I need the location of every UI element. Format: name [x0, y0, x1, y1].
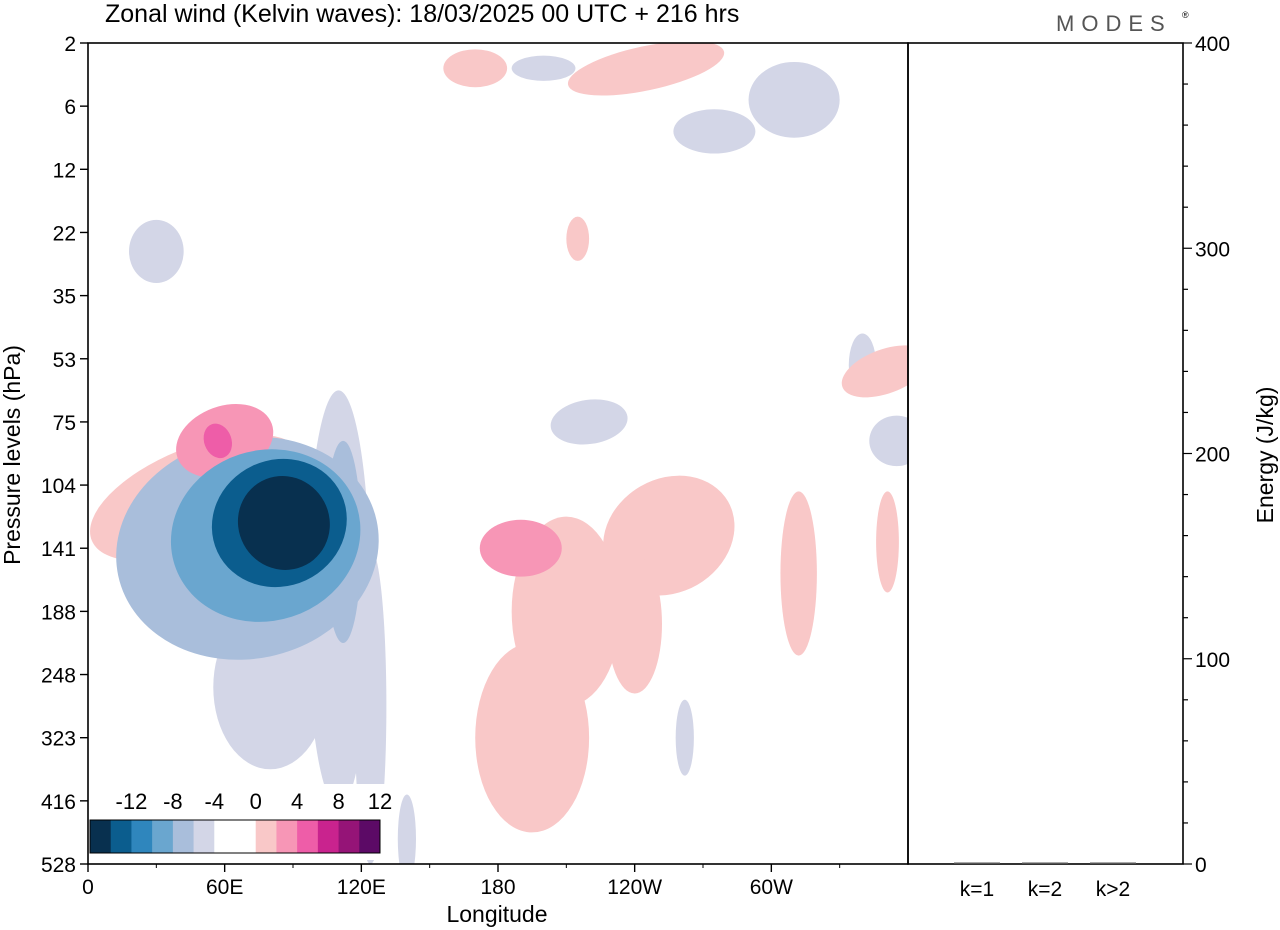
chart-title: Zonal wind (Kelvin waves): 18/03/2025 00… — [105, 0, 739, 28]
energy-tick-label: 100 — [1195, 649, 1230, 672]
colorbar-label: 4 — [291, 789, 303, 814]
energy-bar — [954, 862, 1000, 864]
y-tick-label: 248 — [41, 665, 76, 688]
colorbar-label: 8 — [332, 789, 344, 814]
wind-anomaly-31 — [237, 475, 330, 570]
wind-anomaly-6 — [869, 415, 908, 467]
wind-anomaly-4 — [511, 55, 576, 81]
energy-bar — [1090, 862, 1136, 864]
x-tick-label: 0 — [82, 876, 94, 899]
energy-category-label: k=1 — [960, 878, 994, 901]
wind-anomaly-8 — [397, 794, 416, 864]
wind-anomaly-21 — [566, 216, 590, 261]
wind-anomaly-27 — [479, 519, 562, 577]
colorbar-label: -4 — [205, 789, 225, 814]
wind-anomaly-20 — [443, 49, 508, 88]
colorbar-cell — [172, 820, 195, 853]
x-tick-label: 120W — [607, 876, 662, 899]
energy-axis-label: Energy (J/kg) — [1252, 387, 1278, 524]
wind-anomaly-22 — [841, 345, 908, 398]
wind-anomaly-16 — [607, 554, 663, 694]
x-tick-label: 120E — [337, 876, 386, 899]
brand-logo: MODES — [1056, 11, 1172, 36]
colorbar-cell — [131, 820, 153, 853]
colorbar-label: 0 — [250, 789, 262, 814]
energy-tick-label: 300 — [1195, 238, 1230, 261]
wind-anomaly-5 — [129, 219, 184, 283]
x-tick-label: 180 — [480, 876, 515, 899]
energy-tick-label: 400 — [1195, 33, 1230, 56]
y-tick-label: 12 — [53, 159, 76, 182]
energy-panel-frame — [907, 42, 1184, 865]
y-tick-label: 75 — [53, 412, 76, 435]
colorbar: -12 -8 -4 0 4 8 12 — [86, 784, 392, 860]
wind-anomaly-2 — [673, 109, 756, 154]
y-tick-label: 416 — [41, 791, 76, 814]
wind-anomaly-17 — [780, 491, 817, 656]
wind-field — [90, 43, 908, 864]
colorbar-frame — [89, 819, 381, 854]
colorbar-cell — [214, 820, 236, 853]
y-tick-label: 6 — [64, 96, 76, 119]
colorbar-cell — [338, 820, 360, 853]
colorbar-cell — [90, 820, 112, 853]
wind-anomaly-19 — [567, 43, 725, 96]
energy-tick-label: 200 — [1195, 444, 1230, 467]
colorbar-cell — [235, 820, 257, 853]
wind-anomaly-3 — [550, 399, 628, 445]
x-axis-label: Longitude — [446, 901, 547, 927]
colorbar-cell — [359, 820, 381, 853]
y-tick-label: 2 — [64, 33, 76, 56]
y-tick-label: 104 — [41, 475, 76, 498]
y-axis-label: Pressure levels (hPa) — [0, 345, 25, 565]
y-tick-label: 188 — [41, 601, 76, 624]
colorbar-label: 12 — [368, 789, 392, 814]
colorbar-cell — [317, 820, 340, 853]
y-tick-label: 22 — [53, 222, 76, 245]
colorbar-cell — [110, 820, 132, 853]
wind-anomaly-14 — [475, 642, 590, 833]
wind-anomaly-18 — [876, 491, 899, 593]
colorbar-cell — [276, 820, 298, 853]
y-tick-label: 323 — [41, 728, 76, 751]
x-tick-label: 60E — [206, 876, 243, 899]
y-tick-label: 35 — [53, 286, 76, 309]
y-tick-label: 528 — [41, 854, 76, 877]
y-tick-label: 141 — [41, 538, 76, 561]
energy-bar — [1022, 862, 1068, 864]
colorbar-cell — [193, 820, 215, 853]
colorbar-label: -12 — [116, 789, 148, 814]
colorbar-cell — [255, 820, 277, 853]
wind-anomaly-9 — [675, 699, 694, 776]
y-tick-label: 53 — [53, 349, 76, 372]
brand-mark: ® — [1182, 10, 1189, 20]
energy-category-label: k>2 — [1096, 878, 1130, 901]
x-tick-label: 60W — [750, 876, 793, 899]
colorbar-label: -8 — [163, 789, 183, 814]
wind-anomaly-23 — [748, 61, 840, 138]
colorbar-cell — [152, 820, 174, 853]
wind-anomaly-28 — [203, 423, 233, 459]
energy-tick-label: 0 — [1195, 854, 1207, 877]
colorbar-cell — [297, 820, 319, 853]
energy-category-label: k=2 — [1028, 878, 1062, 901]
